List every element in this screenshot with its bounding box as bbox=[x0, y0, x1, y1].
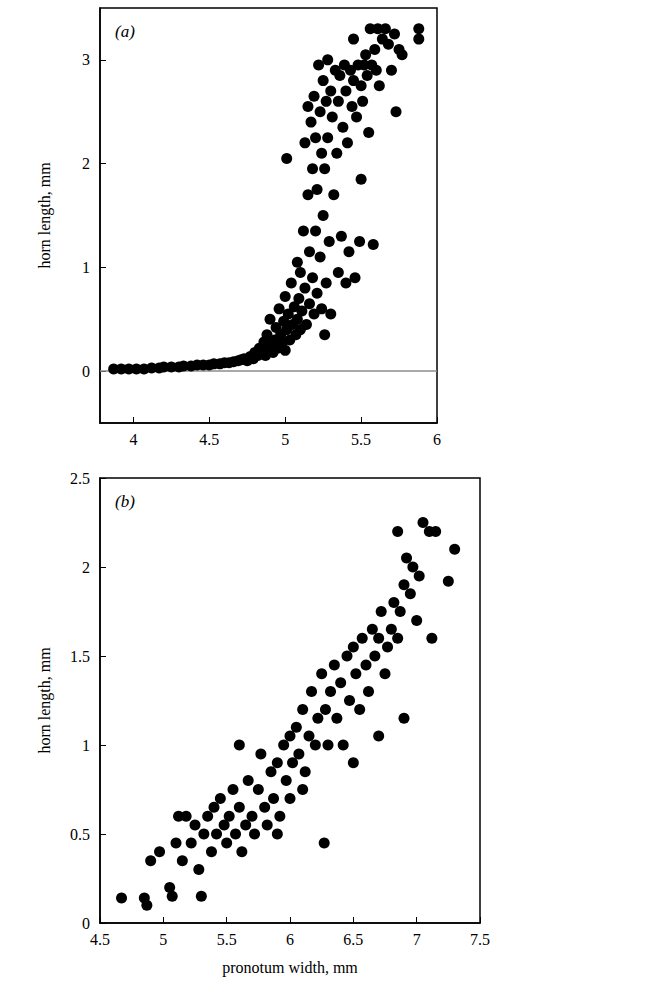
svg-text:1: 1 bbox=[82, 737, 90, 754]
svg-text:pronotum width, mm: pronotum width, mm bbox=[222, 959, 358, 977]
svg-text:horn length, mm: horn length, mm bbox=[36, 162, 54, 269]
svg-text:6: 6 bbox=[286, 931, 294, 948]
svg-text:4.5: 4.5 bbox=[199, 431, 219, 448]
svg-text:6: 6 bbox=[433, 431, 441, 448]
svg-text:5: 5 bbox=[281, 431, 289, 448]
svg-text:2: 2 bbox=[82, 559, 90, 576]
svg-text:0: 0 bbox=[82, 363, 90, 380]
svg-text:0.5: 0.5 bbox=[70, 826, 90, 843]
svg-text:6.5: 6.5 bbox=[343, 931, 363, 948]
svg-text:0: 0 bbox=[82, 915, 90, 932]
svg-text:7: 7 bbox=[413, 931, 421, 948]
svg-text:5.5: 5.5 bbox=[217, 931, 237, 948]
svg-text:1: 1 bbox=[82, 259, 90, 276]
svg-text:(a): (a) bbox=[115, 22, 135, 41]
svg-text:2: 2 bbox=[82, 155, 90, 172]
svg-text:(b): (b) bbox=[115, 492, 135, 511]
svg-text:7.5: 7.5 bbox=[470, 931, 490, 948]
svg-text:1.5: 1.5 bbox=[70, 648, 90, 665]
svg-text:3: 3 bbox=[82, 51, 90, 68]
svg-text:2.5: 2.5 bbox=[70, 470, 90, 487]
svg-text:5: 5 bbox=[159, 931, 167, 948]
svg-text:5.5: 5.5 bbox=[351, 431, 371, 448]
svg-text:4.5: 4.5 bbox=[90, 931, 110, 948]
svg-text:4: 4 bbox=[129, 431, 137, 448]
svg-text:horn length, mm: horn length, mm bbox=[36, 647, 54, 754]
